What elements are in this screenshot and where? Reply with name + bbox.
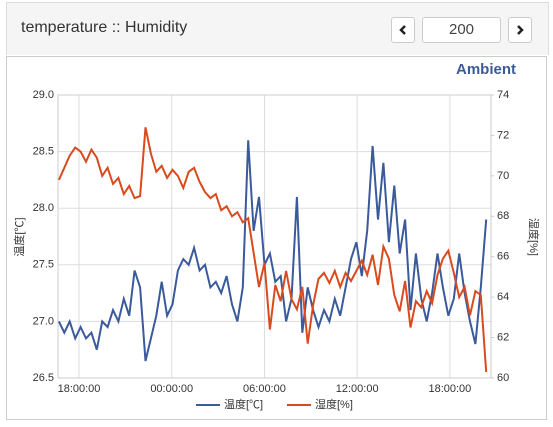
prev-icon xyxy=(399,25,406,35)
y2-tick-label: 74 xyxy=(497,89,509,101)
x-tick-label: 18:00:00 xyxy=(58,383,101,395)
y2-axis-label: 湿度[%] xyxy=(527,218,541,256)
y-tick-label: 28.0 xyxy=(33,202,54,214)
y-tick-label: 26.5 xyxy=(33,372,54,384)
y2-tick-label: 64 xyxy=(497,291,509,303)
y2-tick-label: 72 xyxy=(497,129,509,141)
x-tick-label: 18:00:00 xyxy=(428,383,471,395)
next-button[interactable] xyxy=(508,17,532,43)
y-axis-label: 温度[℃] xyxy=(12,217,26,256)
y-tick-label: 27.0 xyxy=(33,315,54,327)
chart-title: Ambient xyxy=(456,61,516,78)
chart-frame xyxy=(6,56,547,420)
next-icon xyxy=(517,25,524,35)
y2-tick-label: 60 xyxy=(497,372,509,384)
y-tick-label: 28.5 xyxy=(33,146,54,158)
x-tick-label: 06:00:00 xyxy=(243,383,286,395)
count-input[interactable]: 200 xyxy=(422,17,501,43)
y2-tick-label: 68 xyxy=(497,210,509,222)
y-tick-label: 27.5 xyxy=(33,259,54,271)
y2-tick-label: 70 xyxy=(497,170,509,182)
panel-title: temperature :: Humidity xyxy=(21,19,188,36)
plot-border xyxy=(57,94,492,379)
y2-tick-label: 66 xyxy=(497,251,509,263)
x-tick-label: 12:00:00 xyxy=(336,383,379,395)
panel-header: temperature :: Humidity 200 xyxy=(6,2,549,55)
series-line xyxy=(57,127,488,372)
y-tick-label: 29.0 xyxy=(33,89,54,101)
prev-button[interactable] xyxy=(391,17,415,43)
legend-label: 湿度[%] xyxy=(315,397,353,411)
x-tick-label: 00:00:00 xyxy=(150,383,193,395)
series-line xyxy=(57,140,488,362)
legend-label: 温度[℃] xyxy=(224,397,263,411)
y2-tick-label: 62 xyxy=(497,331,509,343)
